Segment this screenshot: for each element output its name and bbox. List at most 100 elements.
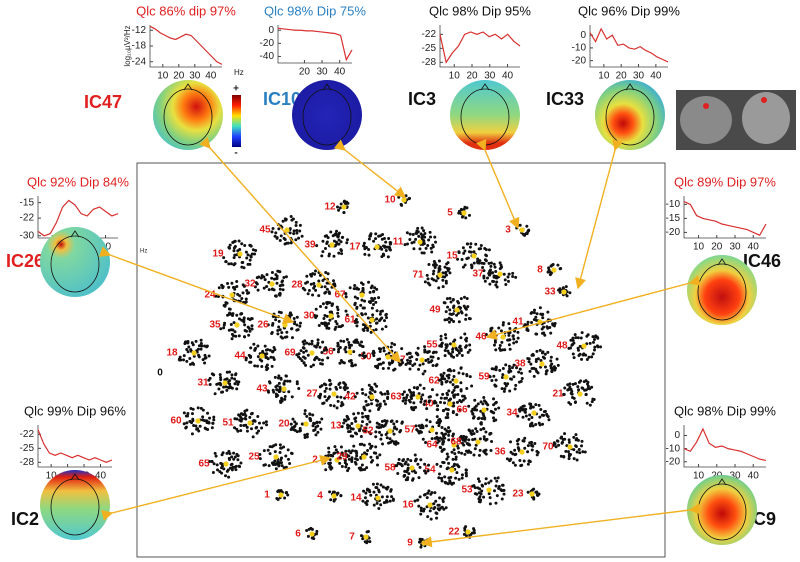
cluster-point <box>312 422 315 425</box>
cluster-point <box>392 498 395 501</box>
y-tick-label: -12 <box>132 25 147 36</box>
cluster-point <box>573 397 576 400</box>
cluster-point <box>563 432 566 435</box>
cluster-point <box>369 392 372 395</box>
cluster-point <box>319 394 322 397</box>
cluster-point <box>376 502 379 505</box>
cluster-point <box>500 264 503 267</box>
cluster-point <box>522 233 525 236</box>
cluster-point <box>508 365 511 368</box>
cluster-point <box>281 284 284 287</box>
cluster-label: 42 <box>344 392 356 403</box>
cluster-point <box>374 390 377 393</box>
cluster-point <box>492 397 495 400</box>
cluster-point <box>427 238 430 241</box>
cluster-point <box>293 420 296 423</box>
cluster-point <box>237 454 240 457</box>
cluster-label: 55 <box>426 340 438 351</box>
cluster-label: 4 <box>317 491 323 502</box>
cluster-point <box>303 347 306 350</box>
cluster-point <box>479 449 482 452</box>
cluster-point <box>285 331 288 334</box>
cluster-point <box>272 350 275 353</box>
cluster-point <box>386 396 389 399</box>
cluster-point <box>326 315 329 318</box>
cluster-point <box>378 357 381 360</box>
cluster-point <box>463 249 466 252</box>
cluster-point <box>576 459 579 462</box>
cluster-point <box>527 463 530 466</box>
cluster-point <box>322 317 325 320</box>
cluster-point <box>476 430 479 433</box>
cluster-point <box>232 452 235 455</box>
cluster-point <box>550 367 553 370</box>
cluster-point <box>399 429 402 432</box>
cluster-point <box>252 435 255 438</box>
cluster-point <box>467 438 470 441</box>
cluster-point <box>369 232 372 235</box>
cluster-point <box>546 327 549 330</box>
cluster-point <box>432 270 435 273</box>
cluster-point <box>478 480 481 483</box>
x-tick-label: 10 <box>449 71 461 82</box>
cluster-point <box>455 314 458 317</box>
ic-label: IC26 <box>6 251 44 271</box>
cluster-point <box>445 282 448 285</box>
cluster-point <box>575 445 578 448</box>
cluster-point <box>350 364 353 367</box>
cluster-point <box>333 240 336 243</box>
cluster-point <box>441 342 444 345</box>
cluster-point <box>240 297 243 300</box>
ic-label: IC2 <box>11 509 39 529</box>
cluster-point <box>403 390 406 393</box>
cluster-point <box>444 333 447 336</box>
cluster-point <box>533 442 536 445</box>
cluster-point <box>355 287 358 290</box>
cluster-point <box>377 235 380 238</box>
cluster-point <box>233 378 236 381</box>
cluster-point <box>489 449 492 452</box>
cluster-point <box>551 264 554 267</box>
cluster-point <box>436 415 439 418</box>
cluster-point <box>420 232 423 235</box>
cluster-point <box>191 412 194 415</box>
cluster-point <box>523 404 526 407</box>
cluster-point <box>337 383 340 386</box>
cluster-point <box>256 282 259 285</box>
y-tick-label: -10 <box>572 43 587 54</box>
cluster-point <box>382 485 385 488</box>
cluster-point <box>344 465 347 468</box>
cluster-point <box>531 489 534 492</box>
cluster-point <box>235 428 238 431</box>
cluster-point <box>489 502 492 505</box>
cluster-point <box>535 490 538 493</box>
cluster-point <box>539 408 542 411</box>
cluster-point <box>444 349 447 352</box>
cluster-point <box>324 322 327 325</box>
cluster-point <box>353 287 356 290</box>
cluster-point <box>568 457 571 460</box>
cluster-point <box>374 435 377 438</box>
cluster-point <box>442 409 445 412</box>
stray-unit: Hz <box>140 249 147 255</box>
cluster-label: 32 <box>244 279 256 290</box>
cluster-point <box>464 318 467 321</box>
cluster-point <box>449 297 452 300</box>
cluster-point <box>389 241 392 244</box>
cluster-point <box>326 288 329 291</box>
cluster-point <box>397 196 400 199</box>
cluster-point <box>514 464 517 467</box>
cluster-point <box>330 466 333 469</box>
cluster-point <box>419 458 422 461</box>
y-tick-label: -18 <box>132 41 147 52</box>
cluster-point <box>328 379 331 382</box>
cluster-point <box>234 468 237 471</box>
cluster-label: 30 <box>303 311 315 322</box>
cluster-point <box>328 395 331 398</box>
cluster-point <box>362 345 365 348</box>
cluster-point <box>495 275 498 278</box>
cluster-point <box>311 293 314 296</box>
cluster-point <box>305 350 308 353</box>
cluster-point <box>315 308 318 311</box>
cluster-label: 68 <box>450 437 462 448</box>
